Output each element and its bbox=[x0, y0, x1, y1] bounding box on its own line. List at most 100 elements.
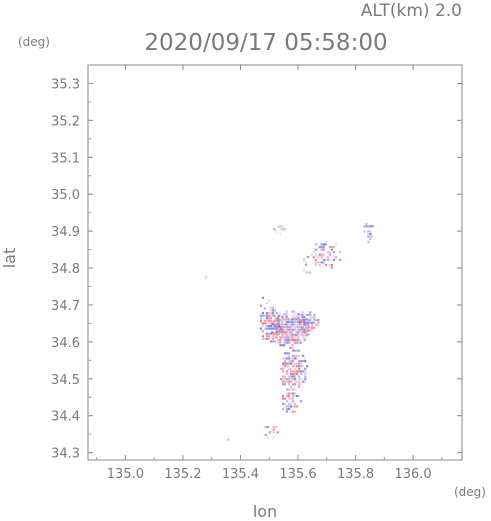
echo-cell bbox=[306, 255, 310, 259]
echo-cell bbox=[277, 225, 280, 228]
echo-cell bbox=[273, 309, 276, 312]
echo-cell bbox=[302, 365, 305, 368]
echo-cell bbox=[309, 329, 312, 332]
echo-cell bbox=[290, 362, 293, 365]
echo-cell bbox=[287, 380, 291, 383]
echo-cell bbox=[297, 328, 300, 331]
echo-cell bbox=[305, 323, 308, 326]
echo-cell bbox=[275, 333, 278, 336]
echo-cell bbox=[275, 317, 279, 320]
echo-cell bbox=[265, 319, 268, 322]
echo-cell bbox=[302, 370, 305, 373]
echo-cell bbox=[295, 328, 298, 331]
echo-cell bbox=[308, 271, 312, 274]
echo-cell bbox=[330, 266, 333, 269]
echo-cell bbox=[322, 248, 325, 251]
y-unit-label: (deg) bbox=[18, 35, 50, 49]
echo-cell bbox=[289, 331, 292, 334]
echo-cell bbox=[292, 370, 295, 373]
echo-cell bbox=[287, 378, 291, 381]
echo-cell bbox=[301, 313, 304, 316]
echo-cell bbox=[314, 243, 317, 246]
echo-cell bbox=[307, 313, 310, 316]
echo-cell bbox=[285, 388, 289, 391]
echo-cell bbox=[332, 245, 335, 249]
echo-cell bbox=[283, 344, 286, 347]
echo-cell bbox=[227, 438, 230, 441]
echo-cell bbox=[281, 378, 285, 381]
echo-cell bbox=[328, 258, 331, 261]
echo-cell bbox=[279, 318, 282, 321]
echo-cell bbox=[294, 370, 297, 373]
y-tick-label: 34.9 bbox=[51, 225, 80, 240]
echo-cell bbox=[290, 380, 293, 383]
echo-cell bbox=[265, 314, 268, 317]
echo-cell bbox=[302, 360, 305, 363]
echo-cell bbox=[285, 380, 289, 383]
echo-cell bbox=[313, 321, 316, 324]
echo-cell bbox=[267, 312, 270, 315]
echo-cell bbox=[304, 261, 308, 264]
echo-cell bbox=[261, 322, 264, 325]
echo-cell bbox=[289, 326, 292, 329]
echo-cell bbox=[293, 336, 296, 339]
echo-cell bbox=[285, 333, 288, 336]
echo-cell bbox=[307, 329, 310, 332]
echo-cell bbox=[324, 243, 327, 246]
echo-cell bbox=[287, 375, 291, 378]
echo-cell bbox=[315, 324, 318, 327]
echo-cell bbox=[290, 397, 293, 400]
echo-cell bbox=[314, 264, 317, 267]
echo-cell bbox=[287, 395, 291, 398]
echo-cell bbox=[300, 370, 303, 373]
echo-cell bbox=[292, 410, 295, 413]
echo-cell bbox=[292, 357, 295, 360]
echo-cell bbox=[309, 311, 312, 314]
echo-cell bbox=[292, 360, 295, 363]
echo-cell bbox=[301, 336, 304, 339]
echo-cell bbox=[287, 320, 290, 323]
echo-cell bbox=[269, 314, 272, 317]
echo-cell bbox=[326, 256, 329, 259]
echo-cell bbox=[283, 365, 287, 368]
echo-cell bbox=[296, 380, 299, 383]
echo-cell bbox=[263, 307, 266, 310]
echo-cell bbox=[295, 323, 298, 326]
echo-cell bbox=[303, 319, 306, 322]
echo-cell bbox=[267, 324, 270, 328]
echo-cell bbox=[307, 326, 310, 329]
echo-cell bbox=[303, 329, 306, 332]
echo-cells bbox=[205, 222, 374, 441]
echo-cell bbox=[299, 333, 302, 336]
echo-cell bbox=[283, 326, 286, 329]
echo-cell bbox=[369, 235, 372, 238]
echo-cell bbox=[296, 357, 299, 360]
echo-cell bbox=[305, 331, 308, 334]
echo-cell bbox=[289, 338, 292, 342]
echo-cell bbox=[363, 230, 366, 233]
echo-cell bbox=[365, 225, 368, 228]
echo-cell bbox=[287, 341, 290, 344]
x-tick-label: 136.0 bbox=[394, 467, 431, 482]
echo-cell bbox=[291, 326, 294, 329]
echo-cell bbox=[317, 324, 320, 327]
echo-cell bbox=[271, 322, 274, 325]
y-tick-label: 34.3 bbox=[51, 447, 80, 462]
echo-cell bbox=[285, 392, 289, 395]
echo-cell bbox=[293, 318, 296, 321]
echo-cell bbox=[320, 261, 323, 264]
echo-cell bbox=[301, 321, 304, 324]
echo-cell bbox=[271, 324, 274, 328]
echo-cell bbox=[285, 365, 289, 368]
echo-cell bbox=[285, 357, 289, 360]
echo-cell bbox=[281, 328, 284, 331]
echo-cell bbox=[271, 319, 274, 322]
echo-cell bbox=[275, 326, 278, 329]
echo-cell bbox=[271, 312, 274, 315]
echo-cell bbox=[267, 319, 270, 322]
echo-cell bbox=[294, 388, 297, 391]
echo-cell bbox=[281, 367, 285, 370]
echo-cell bbox=[259, 317, 262, 320]
echo-cell bbox=[271, 337, 274, 340]
echo-cell bbox=[277, 314, 281, 317]
